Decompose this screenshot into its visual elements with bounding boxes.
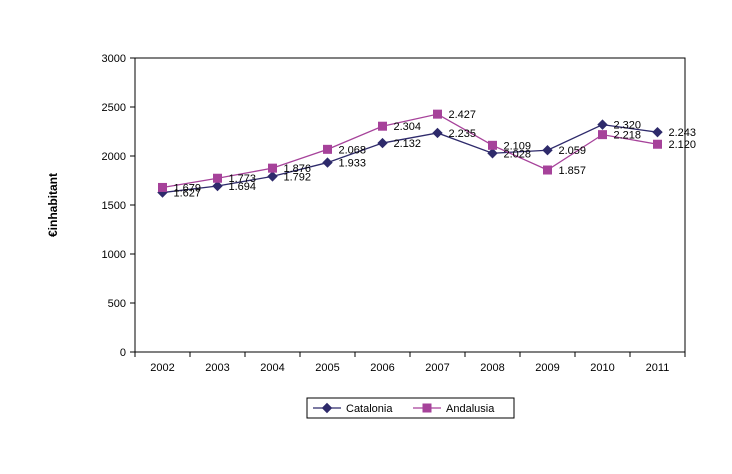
series-line-catalonia bbox=[162, 123, 658, 194]
plot-area-frame bbox=[134, 57, 686, 353]
data-point-catalonia bbox=[212, 180, 223, 192]
data-point-andalusia bbox=[378, 121, 387, 131]
x-tick-label: 2005 bbox=[315, 362, 339, 374]
x-tick-label: 2009 bbox=[535, 362, 559, 374]
data-point-catalonia bbox=[322, 157, 333, 168]
data-point-andalusia bbox=[213, 173, 222, 183]
data-label-catalonia: 1.694 bbox=[229, 181, 257, 193]
data-label-andalusia: 2.304 bbox=[394, 121, 422, 133]
y-axis-label: €inhabitant bbox=[46, 173, 60, 237]
data-label-catalonia: 2.320 bbox=[614, 120, 642, 132]
x-tick-label: 2004 bbox=[260, 362, 284, 374]
data-label-andalusia: 1.773 bbox=[229, 173, 257, 185]
data-point-andalusia bbox=[543, 165, 552, 175]
y-tick-label: 2500 bbox=[102, 102, 126, 114]
data-label-andalusia: 2.068 bbox=[339, 144, 367, 156]
y-tick-label: 500 bbox=[108, 298, 126, 310]
series-andalusia bbox=[158, 109, 662, 192]
data-label-catalonia: 1.627 bbox=[174, 188, 202, 200]
data-label-catalonia: 2.028 bbox=[504, 148, 532, 160]
x-tick-label: 2011 bbox=[646, 362, 670, 374]
data-label-catalonia: 1.933 bbox=[339, 158, 367, 170]
y-tick-label: 0 bbox=[120, 347, 126, 359]
legend: Catalonia Andalusia bbox=[306, 397, 515, 419]
legend-marker-andalusia bbox=[422, 403, 432, 413]
data-label-catalonia: 2.132 bbox=[394, 138, 422, 150]
legend-label-andalusia: Andalusia bbox=[446, 403, 495, 415]
x-tick-label: 2007 bbox=[425, 362, 449, 374]
data-point-catalonia bbox=[542, 145, 553, 156]
chart-axes: 0 500 1000 1500 2000 2500 3000 2002 2003 2004 2005… bbox=[102, 53, 686, 374]
data-point-andalusia bbox=[653, 139, 662, 149]
data-label-layer: 1.627 1.694 1.792 1.933 2.132 2.235 2.028 2.059… bbox=[174, 109, 697, 199]
series-layer bbox=[157, 109, 663, 198]
data-label-catalonia: 2.059 bbox=[559, 145, 587, 157]
data-label-catalonia: 2.243 bbox=[669, 127, 697, 139]
data-point-catalonia bbox=[432, 127, 443, 139]
data-point-catalonia bbox=[652, 126, 663, 138]
data-point-catalonia bbox=[377, 137, 388, 149]
x-tick-label: 2002 bbox=[150, 362, 174, 374]
data-label-catalonia: 2.235 bbox=[449, 128, 477, 140]
data-point-catalonia bbox=[267, 171, 278, 182]
data-point-andalusia bbox=[268, 163, 277, 173]
legend-box bbox=[306, 397, 515, 419]
x-tick-label: 2010 bbox=[590, 362, 614, 374]
data-point-catalonia bbox=[487, 148, 498, 159]
series-catalonia bbox=[157, 119, 663, 198]
data-point-andalusia bbox=[323, 144, 332, 154]
series-line-andalusia bbox=[162, 113, 658, 189]
data-label-andalusia: 2.109 bbox=[504, 140, 532, 152]
legend-label-catalonia: Catalonia bbox=[346, 403, 393, 415]
y-tick-label: 1000 bbox=[102, 249, 126, 261]
y-tick-label: 3000 bbox=[102, 53, 126, 65]
x-tick-label: 2008 bbox=[480, 362, 504, 374]
data-label-andalusia: 1.857 bbox=[559, 165, 587, 177]
data-point-andalusia bbox=[598, 130, 607, 140]
x-tick-label: 2006 bbox=[370, 362, 394, 374]
data-label-catalonia: 1.792 bbox=[284, 171, 312, 183]
data-label-andalusia: 1.679 bbox=[174, 182, 202, 194]
data-label-andalusia: 2.218 bbox=[614, 130, 642, 142]
data-point-andalusia bbox=[158, 182, 167, 192]
data-label-andalusia: 2.427 bbox=[449, 109, 477, 121]
data-point-catalonia bbox=[597, 119, 608, 130]
data-point-andalusia bbox=[488, 140, 497, 150]
data-point-andalusia bbox=[433, 109, 442, 119]
y-tick-label: 2000 bbox=[102, 151, 126, 163]
data-label-andalusia: 2.120 bbox=[669, 139, 697, 151]
x-tick-label: 2003 bbox=[205, 362, 229, 374]
y-tick-label: 1500 bbox=[102, 200, 126, 212]
legend-marker-catalonia bbox=[321, 402, 333, 414]
data-label-andalusia: 1.876 bbox=[284, 163, 312, 175]
